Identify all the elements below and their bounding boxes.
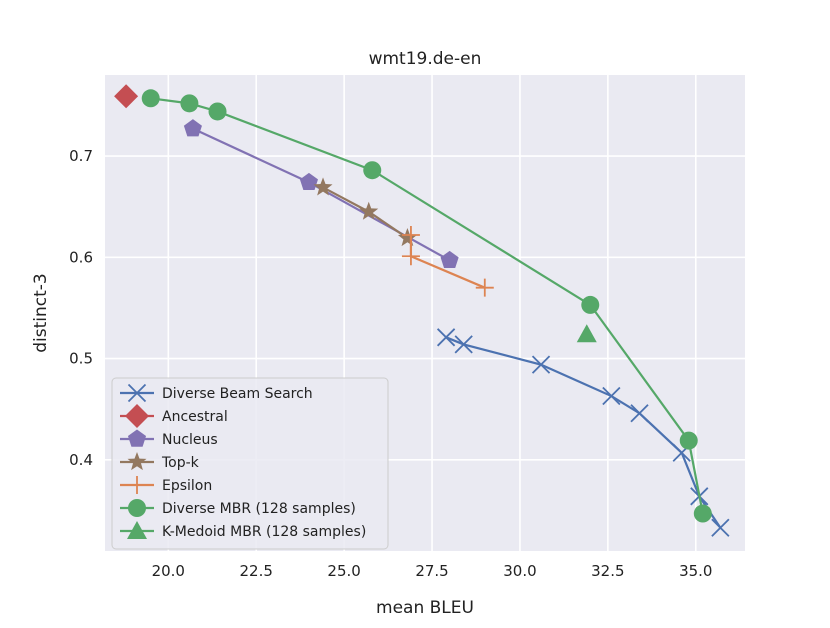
series-diverse-beam-search xyxy=(436,328,730,537)
legend-entry: K-Medoid MBR (128 samples) xyxy=(120,521,366,540)
series-diverse-mbr-128-samples xyxy=(141,89,712,523)
data-point-top-k xyxy=(313,177,333,196)
y-tick-label: 0.6 xyxy=(69,248,93,266)
data-point-diverse-mbr-128-samples xyxy=(581,295,600,314)
legend-marker xyxy=(128,476,146,494)
data-point-epsilon xyxy=(401,226,420,245)
data-point-diverse-beam-search xyxy=(454,335,473,354)
legend-entry: Diverse MBR (128 samples) xyxy=(120,499,356,517)
x-tick-label: 30.0 xyxy=(503,562,536,580)
legend-entry: Epsilon xyxy=(120,476,212,494)
legend-label: Ancestral xyxy=(162,409,228,425)
data-point-diverse-beam-search xyxy=(531,355,551,374)
legend-box xyxy=(111,377,389,550)
legend-label: Nucleus xyxy=(162,432,218,448)
series-k-medoid-mbr-128-samples xyxy=(576,324,597,343)
series-line-diverse-beam-search xyxy=(445,336,722,529)
data-point-k-medoid-mbr-128-samples xyxy=(576,324,597,343)
y-tick-labels: 0.4 0.5 0.6 0.7 xyxy=(69,147,93,469)
data-point-nucleus xyxy=(440,250,459,269)
x-tick-label: 35.0 xyxy=(679,562,712,580)
legend-label: Epsilon xyxy=(162,478,212,494)
legend-marker xyxy=(127,521,147,539)
data-point-epsilon xyxy=(475,278,494,297)
data-point-ancestral xyxy=(114,84,139,109)
data-point-top-k xyxy=(359,201,379,220)
data-point-diverse-mbr-128-samples xyxy=(679,431,698,450)
data-point-diverse-beam-search xyxy=(436,328,456,347)
data-point-diverse-beam-search xyxy=(602,386,621,406)
legend-label: K-Medoid MBR (128 samples) xyxy=(162,524,366,540)
legend-marker xyxy=(125,404,149,428)
series-epsilon xyxy=(401,226,494,297)
data-point-top-k xyxy=(397,228,417,247)
data-point-epsilon xyxy=(401,247,420,266)
data-point-diverse-beam-search xyxy=(711,518,730,537)
y-tick-label: 0.4 xyxy=(69,451,93,469)
x-tick-label: 20.0 xyxy=(152,562,185,580)
legend-marker xyxy=(127,429,147,447)
legend-entry: Nucleus xyxy=(120,429,218,448)
data-point-diverse-mbr-128-samples xyxy=(180,94,199,113)
legend-marker xyxy=(127,383,147,403)
legend-marker xyxy=(128,499,146,517)
legend-label: Diverse MBR (128 samples) xyxy=(162,501,356,517)
data-point-diverse-beam-search xyxy=(630,404,649,423)
x-tick-label: 25.0 xyxy=(327,562,360,580)
data-point-diverse-mbr-128-samples xyxy=(693,504,712,523)
x-axis-label: mean BLEU xyxy=(376,598,474,618)
legend: Diverse Beam Search Ancestral Nucleus Top-k… xyxy=(111,377,389,550)
legend-entry: Ancestral xyxy=(120,404,228,428)
x-tick-label: 32.5 xyxy=(591,562,624,580)
y-tick-label: 0.5 xyxy=(69,350,93,368)
data-point-diverse-mbr-128-samples xyxy=(363,161,382,180)
legend-marker xyxy=(127,452,147,471)
data-point-diverse-mbr-128-samples xyxy=(141,89,160,108)
data-point-diverse-mbr-128-samples xyxy=(208,102,227,121)
series-top-k xyxy=(313,177,417,247)
series-layer xyxy=(114,84,730,537)
x-tick-label: 27.5 xyxy=(415,562,448,580)
x-tick-labels: 20.0 22.5 25.0 27.5 30.0 32.5 35.0 xyxy=(152,562,713,580)
data-point-nucleus xyxy=(183,119,202,137)
y-axis-label: distinct-3 xyxy=(31,273,51,353)
series-ancestral xyxy=(114,84,139,109)
data-point-nucleus xyxy=(299,172,318,191)
legend-entry: Top-k xyxy=(120,452,200,471)
chart-title: wmt19.de-en xyxy=(369,49,482,69)
legend-entry: Diverse Beam Search xyxy=(120,383,313,403)
legend-label: Top-k xyxy=(161,455,200,471)
x-tick-label: 22.5 xyxy=(240,562,273,580)
y-tick-label: 0.7 xyxy=(69,147,93,165)
legend-label: Diverse Beam Search xyxy=(162,386,313,402)
